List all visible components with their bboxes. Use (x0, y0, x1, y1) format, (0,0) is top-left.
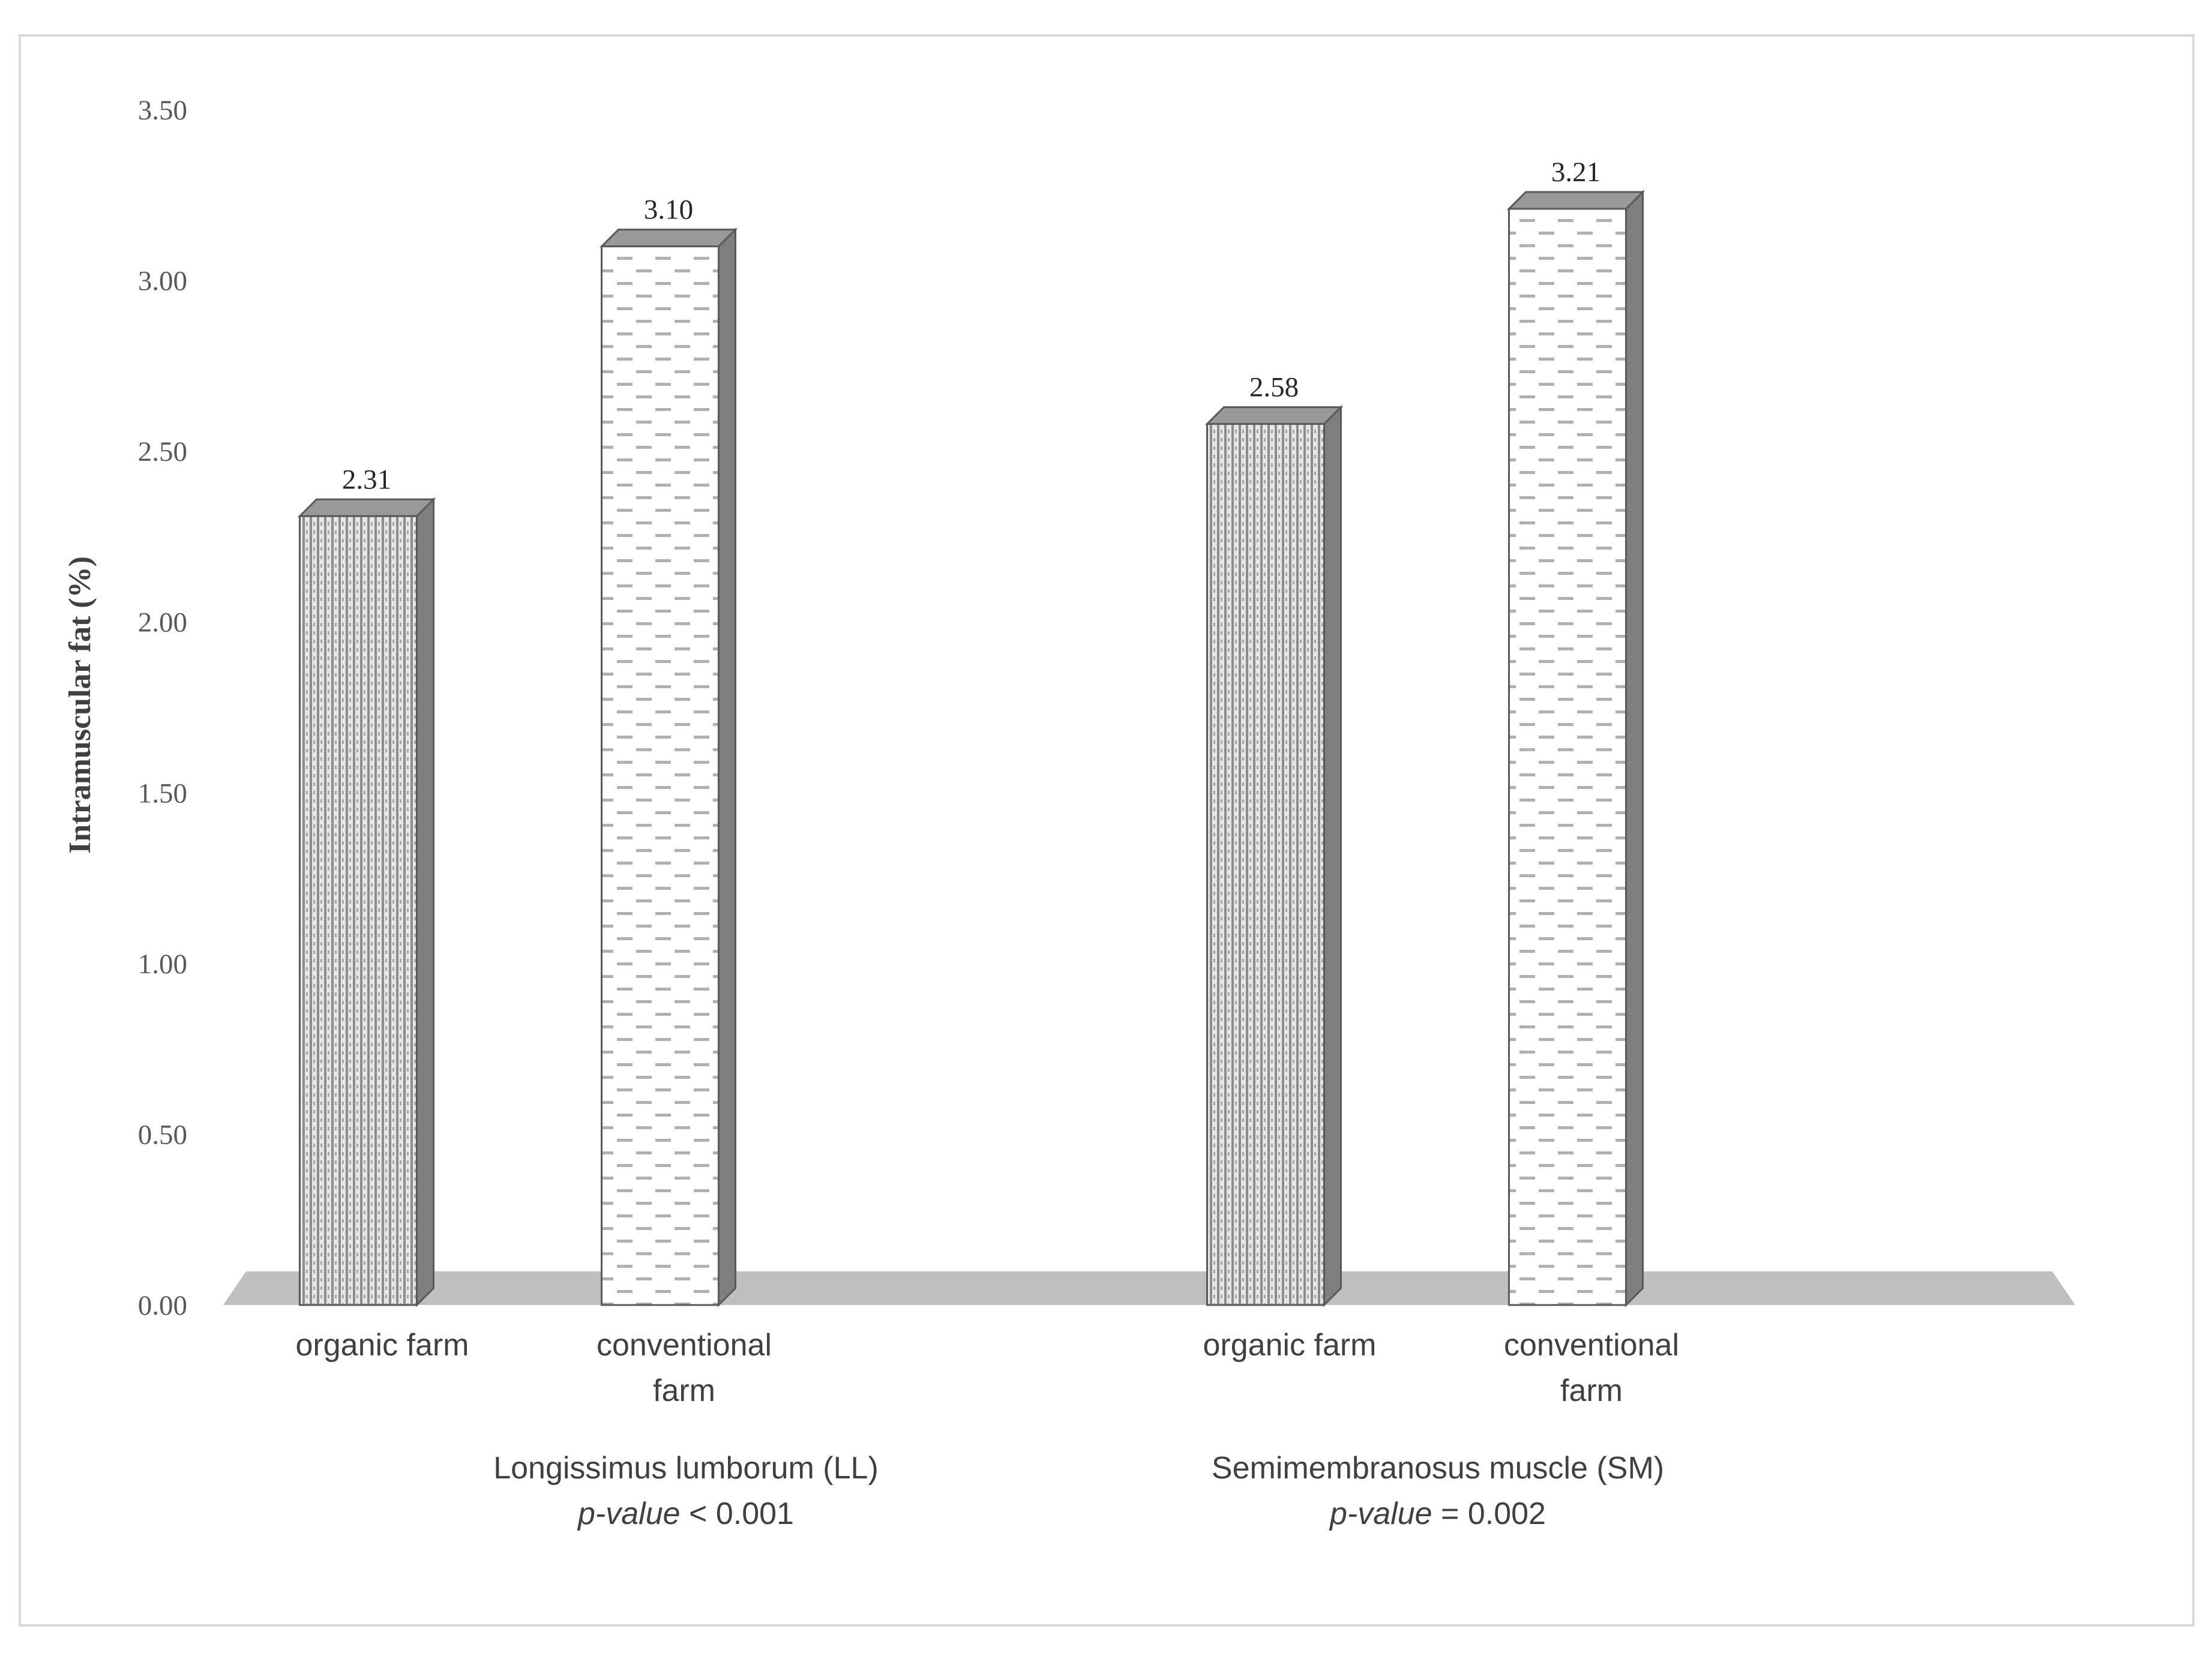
y-tick-label: 0.00 (138, 1290, 187, 1321)
group-label: Longissimus lumborum (LL) (493, 1451, 879, 1486)
bar-side-face (1625, 190, 1644, 1307)
bar-side-face (1323, 404, 1342, 1307)
category-labels: organic farm conventional farm Longissimus … (296, 1328, 1680, 1531)
axis-titles: Intramuscular fat (%) (63, 556, 97, 854)
p-value-label: p-value < 0.001 (577, 1496, 794, 1531)
y-tick-label: 2.50 (138, 436, 187, 467)
y-tick-label: 1.00 (138, 949, 187, 980)
category-label: organic farm (1203, 1328, 1377, 1363)
floor-plane (223, 1271, 2075, 1305)
bars (297, 190, 1645, 1307)
bar-top-face (1506, 191, 1645, 210)
bar-side-face (718, 227, 736, 1307)
bar-organic-ll (297, 497, 436, 1307)
p-value-label: p-value = 0.002 (1329, 1496, 1546, 1531)
data-label: 3.21 (1551, 157, 1600, 188)
category-label: conventional (597, 1328, 772, 1363)
bar-side-face (416, 497, 434, 1307)
group-label: Semimembranosus muscle (SM) (1212, 1451, 1664, 1486)
y-axis-title: Intramuscular fat (%) (63, 556, 97, 854)
y-tick-label: 1.50 (138, 778, 187, 809)
bar-front-face (601, 245, 720, 1306)
category-label: organic farm (296, 1328, 469, 1363)
bar-organic-sm (1204, 404, 1344, 1307)
category-label: farm (653, 1373, 715, 1408)
bar-top-face (599, 229, 738, 248)
data-label: 2.31 (342, 464, 391, 495)
chart-floor (223, 1271, 2075, 1305)
bar-conventional-ll (599, 227, 738, 1307)
data-label: 2.58 (1249, 372, 1299, 403)
bar-top-face (1204, 406, 1344, 425)
y-tick-label: 3.00 (138, 266, 187, 297)
category-label: farm (1560, 1373, 1623, 1408)
category-label: conventional (1504, 1328, 1679, 1363)
y-axis: 0.00 0.50 1.00 1.50 2.00 2.50 3.00 3.50 (138, 95, 187, 1321)
y-tick-label: 2.00 (138, 607, 187, 638)
bar-conventional-sm (1506, 190, 1645, 1307)
y-tick-label: 0.50 (138, 1119, 187, 1150)
bar-front-face (1508, 208, 1627, 1306)
bar-front-face (1206, 423, 1325, 1306)
y-tick-label: 3.50 (138, 95, 187, 126)
bar-top-face (297, 498, 436, 517)
bar-front-face (299, 515, 418, 1306)
data-label: 3.10 (644, 194, 693, 226)
data-labels: 2.31 3.10 2.58 3.21 (342, 157, 1600, 495)
